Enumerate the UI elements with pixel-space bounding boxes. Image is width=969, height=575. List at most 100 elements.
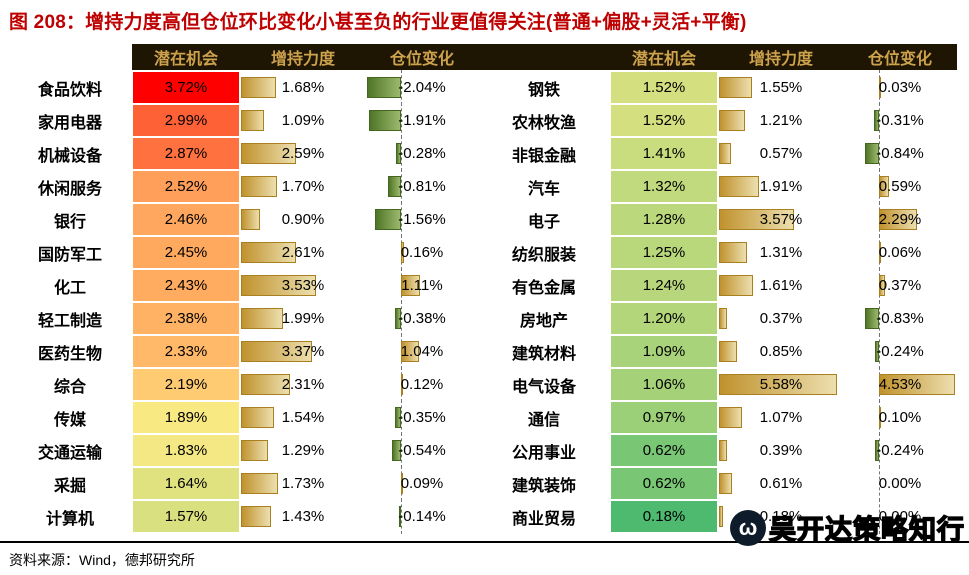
change-cell-right: 0.06%: [845, 235, 955, 270]
industry-cell-right: 房地产: [519, 312, 568, 330]
change-bar-positive: [879, 242, 882, 263]
change-cell-right: 4.53%: [845, 367, 955, 402]
increase-bar: [719, 407, 742, 428]
change-value: -1.91%: [398, 112, 446, 129]
increase-value: 0.90%: [281, 211, 325, 228]
increase-value: 5.58%: [759, 376, 803, 393]
industry-cell-right: 汽车: [527, 180, 560, 198]
industry-cell-left: 医药生物: [37, 345, 102, 363]
change-value: -0.83%: [876, 310, 924, 327]
change-value: 0.09%: [400, 475, 444, 492]
increase-bar: [241, 374, 290, 395]
change-cell-right: -0.24%: [845, 433, 955, 468]
potential-cell-left: 2.99%: [133, 105, 239, 136]
table-row: 医药生物 2.33% 3.37% 1.04% 建筑材料 1.09% 0.85% -0.24%: [9, 334, 955, 369]
table-row: 化工 2.43% 3.53% 1.11% 有色金属 1.24% 1.61% 0.37%: [9, 268, 955, 303]
increase-value: 1.54%: [281, 409, 325, 426]
change-value: 0.12%: [400, 376, 444, 393]
potential-cell-right: 0.62%: [611, 435, 717, 466]
zero-axis-line: [879, 334, 881, 369]
zero-axis-line: [401, 169, 403, 204]
header-potential-right: 潜在机会: [631, 51, 696, 68]
increase-bar: [719, 209, 795, 230]
increase-value: 2.59%: [281, 145, 325, 162]
increase-value: 0.18%: [759, 508, 803, 525]
change-cell-right: 0.37%: [845, 268, 955, 303]
change-cell-left: 1.04%: [367, 334, 477, 369]
potential-cell-right: 1.20%: [611, 303, 717, 334]
change-cell-right: 0.00%: [845, 466, 955, 501]
increase-bar: [719, 440, 728, 461]
potential-cell-right: 1.25%: [611, 237, 717, 268]
change-value: -1.56%: [398, 211, 446, 228]
industry-cell-right: 农林牧渔: [511, 114, 576, 132]
increase-value: 1.73%: [281, 475, 325, 492]
increase-bar: [241, 209, 260, 230]
change-bar-positive: [879, 407, 882, 428]
increase-cell-left: 2.59%: [241, 138, 365, 169]
potential-cell-right: 1.28%: [611, 204, 717, 235]
zero-axis-line: [879, 103, 881, 138]
change-cell-right: -0.83%: [845, 301, 955, 336]
potential-cell-left: 1.89%: [133, 402, 239, 433]
zero-axis-line: [401, 103, 403, 138]
increase-cell-left: 1.73%: [241, 468, 365, 499]
change-bar-positive: [401, 374, 404, 395]
header-row: 潜在机会 增持力度 仓位变化 潜在机会 增持力度 仓位变化: [9, 44, 955, 70]
change-value: 0.59%: [878, 178, 922, 195]
increase-value: 1.68%: [281, 79, 325, 96]
increase-cell-right: 0.37%: [719, 303, 843, 334]
increase-value: 1.61%: [759, 277, 803, 294]
potential-cell-left: 2.33%: [133, 336, 239, 367]
table-row: 交通运输 1.83% 1.29% -0.54% 公用事业 0.62% 0.39% -0.24%: [9, 433, 955, 468]
increase-bar: [241, 473, 278, 494]
increase-cell-right: 0.39%: [719, 435, 843, 466]
change-value: -0.14%: [398, 508, 446, 525]
potential-cell-left: 1.57%: [133, 501, 239, 532]
change-bar-negative: [865, 308, 880, 329]
increase-cell-left: 0.90%: [241, 204, 365, 235]
industry-cell-left: 休闲服务: [37, 180, 102, 198]
header-change-right: 仓位变化: [867, 51, 932, 68]
increase-value: 3.37%: [281, 343, 325, 360]
table-row: 银行 2.46% 0.90% -1.56% 电子 1.28% 3.57% 2.29%: [9, 202, 955, 237]
change-bar-positive: [401, 242, 404, 263]
table-row: 国防军工 2.45% 2.61% 0.16% 纺织服装 1.25% 1.31% 0.06%: [9, 235, 955, 270]
industry-cell-right: 通信: [527, 411, 560, 429]
industry-cell-right: 非银金融: [511, 147, 576, 165]
increase-bar: [241, 407, 274, 428]
increase-cell-right: 0.57%: [719, 138, 843, 169]
industry-cell-right: 建筑装饰: [511, 477, 576, 495]
change-value: 0.03%: [878, 79, 922, 96]
zero-axis-line: [879, 136, 881, 171]
increase-value: 3.53%: [281, 277, 325, 294]
increase-value: 0.57%: [759, 145, 803, 162]
industry-cell-left: 轻工制造: [37, 312, 102, 330]
change-cell-left: -0.35%: [367, 400, 477, 435]
change-cell-left: -1.56%: [367, 202, 477, 237]
industry-cell-left: 化工: [53, 279, 86, 297]
change-bar-positive: [879, 77, 882, 98]
figure-title: 图 208：增持力度高但仓位环比变化小甚至负的行业更值得关注(普通+偏股+灵活+…: [9, 12, 747, 33]
change-bar-negative: [395, 407, 402, 428]
potential-cell-left: 1.83%: [133, 435, 239, 466]
header-change-left: 仓位变化: [389, 51, 454, 68]
change-value: 1.04%: [400, 343, 444, 360]
table-row: 综合 2.19% 2.31% 0.12% 电气设备 1.06% 5.58% 4.53%: [9, 367, 955, 402]
change-bar-negative: [875, 341, 880, 362]
increase-value: 0.85%: [759, 343, 803, 360]
change-bar-positive: [879, 176, 890, 197]
change-value: -2.04%: [398, 79, 446, 96]
change-value: 2.29%: [878, 211, 922, 228]
increase-cell-left: 1.54%: [241, 402, 365, 433]
increase-value: 3.57%: [759, 211, 803, 228]
increase-value: 1.91%: [759, 178, 803, 195]
increase-bar: [241, 77, 277, 98]
table-row: 家用电器 2.99% 1.09% -1.91% 农林牧渔 1.52% 1.21% -0.31%: [9, 103, 955, 138]
potential-cell-left: 3.72%: [133, 72, 239, 103]
increase-cell-left: 3.37%: [241, 336, 365, 367]
potential-cell-right: 1.09%: [611, 336, 717, 367]
table-row: 传媒 1.89% 1.54% -0.35% 通信 0.97% 1.07% 0.10%: [9, 400, 955, 435]
change-value: -0.24%: [876, 343, 924, 360]
zero-axis-line: [879, 466, 881, 501]
